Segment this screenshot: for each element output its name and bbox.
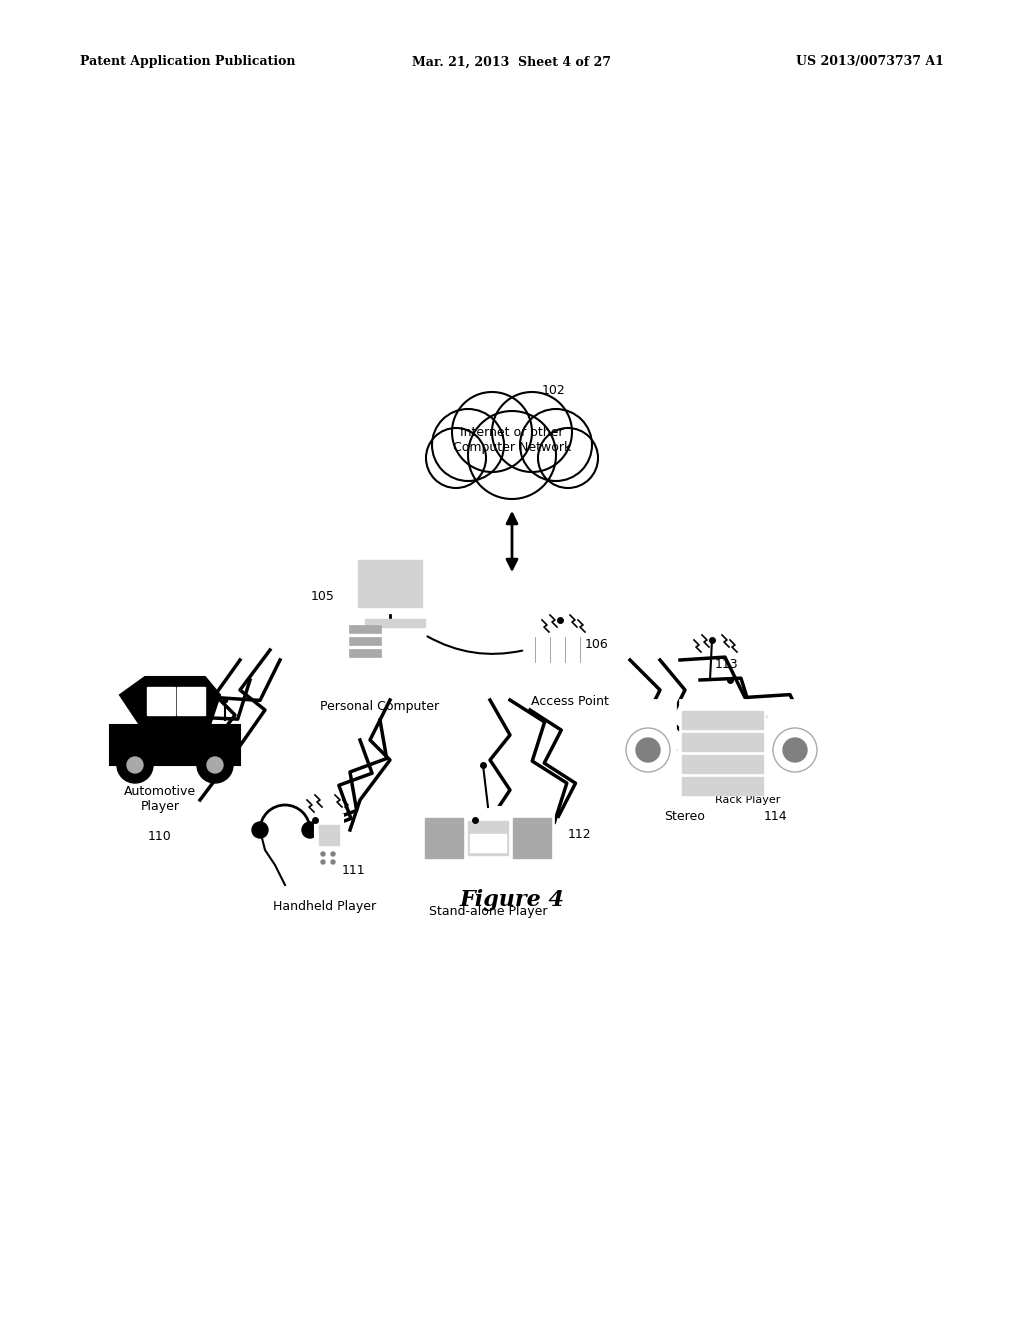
Circle shape bbox=[538, 428, 598, 488]
Bar bbox=[315, 814, 343, 880]
Bar bbox=[620, 700, 675, 800]
Text: Figure 4: Figure 4 bbox=[460, 888, 564, 911]
Bar bbox=[525, 638, 595, 663]
Text: 102: 102 bbox=[542, 384, 565, 396]
Bar bbox=[513, 818, 551, 858]
Text: US 2013/0073737 A1: US 2013/0073737 A1 bbox=[796, 55, 944, 69]
Circle shape bbox=[492, 392, 572, 473]
Text: 113: 113 bbox=[715, 659, 738, 672]
Text: Handheld Player: Handheld Player bbox=[273, 900, 377, 913]
Circle shape bbox=[636, 738, 660, 762]
Text: Internet or other
Computer Network: Internet or other Computer Network bbox=[453, 426, 571, 454]
Bar bbox=[345, 610, 385, 665]
Bar bbox=[682, 755, 763, 774]
Bar bbox=[365, 619, 425, 627]
Text: Access Point: Access Point bbox=[531, 696, 609, 708]
Text: 114: 114 bbox=[763, 810, 786, 822]
Text: Mar. 21, 2013  Sheet 4 of 27: Mar. 21, 2013 Sheet 4 of 27 bbox=[413, 55, 611, 69]
Bar bbox=[358, 560, 422, 607]
Circle shape bbox=[321, 851, 325, 855]
Circle shape bbox=[207, 756, 223, 774]
Circle shape bbox=[432, 409, 504, 480]
Bar bbox=[110, 725, 240, 766]
Text: 105: 105 bbox=[311, 590, 335, 602]
Text: Personal Computer: Personal Computer bbox=[321, 700, 439, 713]
Circle shape bbox=[127, 756, 143, 774]
Bar bbox=[349, 649, 381, 657]
Bar bbox=[470, 834, 506, 851]
Bar bbox=[349, 624, 381, 634]
Circle shape bbox=[331, 861, 335, 865]
Text: Stand-alone Player: Stand-alone Player bbox=[429, 906, 547, 917]
Circle shape bbox=[452, 392, 532, 473]
Text: 111: 111 bbox=[341, 863, 365, 876]
Text: 110: 110 bbox=[148, 830, 172, 843]
Text: Patent Application Publication: Patent Application Publication bbox=[80, 55, 296, 69]
Bar bbox=[349, 638, 381, 645]
Circle shape bbox=[520, 409, 592, 480]
Circle shape bbox=[197, 747, 233, 783]
Text: Stereo: Stereo bbox=[665, 810, 706, 822]
Bar bbox=[682, 777, 763, 795]
Bar bbox=[768, 700, 823, 800]
Bar bbox=[680, 700, 765, 800]
Bar bbox=[468, 821, 508, 855]
Bar bbox=[147, 686, 175, 715]
Circle shape bbox=[302, 822, 318, 838]
Bar bbox=[682, 733, 763, 751]
Bar bbox=[682, 711, 763, 729]
Text: Rack Player: Rack Player bbox=[715, 795, 780, 805]
Circle shape bbox=[321, 861, 325, 865]
Circle shape bbox=[252, 822, 268, 838]
Bar bbox=[425, 818, 463, 858]
Text: 106: 106 bbox=[585, 639, 608, 652]
Bar bbox=[423, 814, 553, 861]
Bar bbox=[442, 450, 582, 475]
Polygon shape bbox=[120, 677, 220, 725]
Text: 112: 112 bbox=[568, 829, 592, 842]
Circle shape bbox=[331, 851, 335, 855]
Bar bbox=[458, 807, 518, 814]
Text: Automotive
Player: Automotive Player bbox=[124, 785, 196, 813]
Bar bbox=[177, 686, 205, 715]
Bar bbox=[319, 825, 339, 845]
Circle shape bbox=[468, 411, 556, 499]
Circle shape bbox=[426, 428, 486, 488]
Circle shape bbox=[783, 738, 807, 762]
Circle shape bbox=[117, 747, 153, 783]
Bar bbox=[350, 550, 430, 615]
